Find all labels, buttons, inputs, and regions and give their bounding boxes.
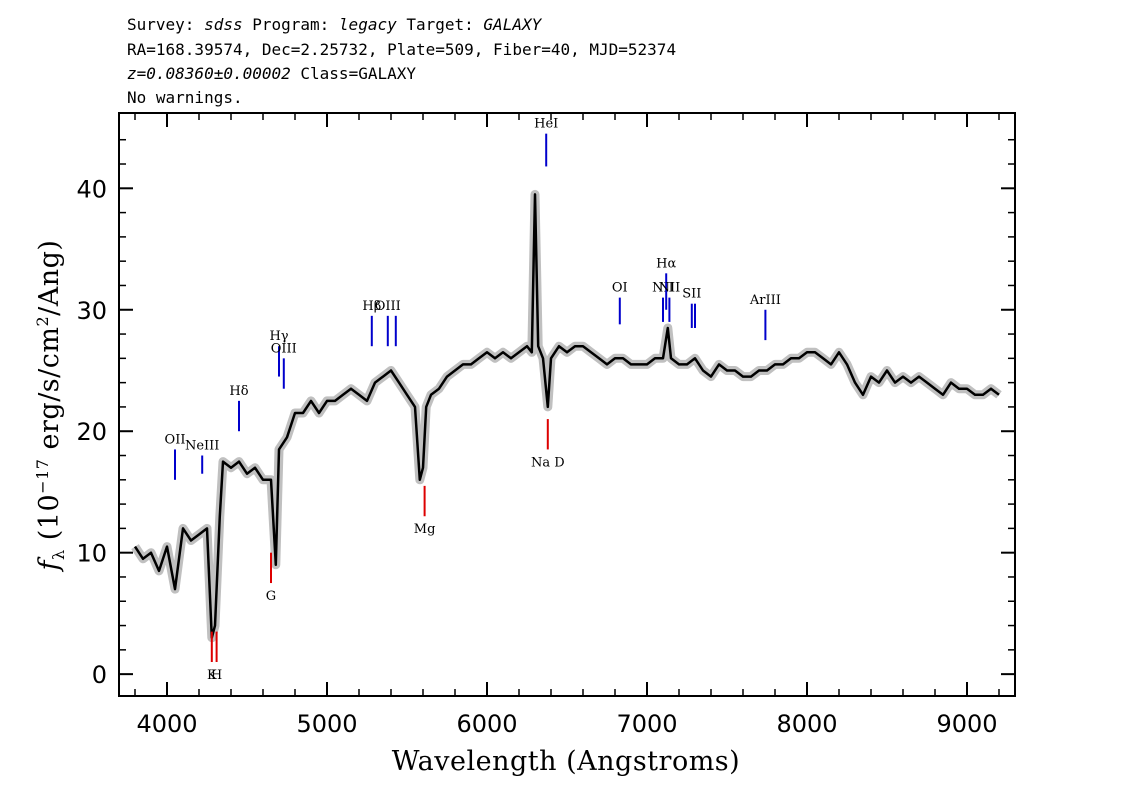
emission-line-label: HeI	[534, 117, 558, 132]
absorption-line-label: G	[266, 589, 276, 604]
plot-frame	[118, 112, 1016, 697]
emission-line-label: Hδ	[229, 384, 248, 399]
emission-line-label: OII	[165, 432, 186, 447]
axis-ticks: 4000 5000 6000 7000 8000 9000 0 10 20 30 40	[76, 113, 1015, 738]
emission-line-label: ArIII	[749, 293, 781, 308]
absorption-line-label: H	[211, 668, 222, 683]
x-tick-label: 7000	[616, 710, 677, 738]
y-tick-label: 20	[76, 418, 107, 446]
x-tick-label: 5000	[296, 710, 357, 738]
emission-line-label: OIII	[271, 341, 297, 356]
x-tick-label: 9000	[936, 710, 997, 738]
absorption-line-label: Na D	[531, 455, 565, 470]
header-line-2: RA=168.39574, Dec=2.25732, Plate=509, Fi…	[127, 40, 676, 59]
header-line-1: Survey: sdss Program: legacy Target: GAL…	[127, 15, 543, 34]
x-tick-label: 6000	[456, 710, 517, 738]
y-tick-label: 10	[76, 540, 107, 568]
y-tick-label: 30	[76, 297, 107, 325]
flux-line	[133, 193, 1000, 639]
emission-line-label: Hα	[656, 256, 676, 271]
absorption-line-label: Mg	[414, 522, 436, 537]
absorption-line-label: K	[207, 668, 217, 683]
x-tick-label: 4000	[136, 710, 197, 738]
emission-line-label: OI	[612, 281, 628, 296]
y-axis-label: fλ (10−17 erg/s/cm2/Ang)	[33, 240, 68, 573]
emission-line-label: NII	[652, 281, 674, 296]
emission-line-label: Hγ	[269, 329, 288, 344]
flux-series	[133, 193, 1000, 639]
x-axis-label: Wavelength (Angstroms)	[392, 746, 740, 777]
header-line-3: z=0.08360±0.00002 Class=GALAXY	[127, 64, 416, 83]
emission-line-label: NeIII	[185, 439, 219, 454]
emission-line-label: SII	[682, 287, 701, 302]
x-tick-label: 8000	[776, 710, 837, 738]
y-tick-label: 40	[76, 175, 107, 203]
noise-band-path	[131, 189, 1002, 643]
header-line-4: No warnings.	[127, 88, 243, 107]
emission-line-label: NII	[659, 281, 681, 296]
noise-band	[131, 189, 1002, 643]
emission-line-label: OIII	[375, 299, 401, 314]
emission-line-label: Hβ	[362, 299, 381, 314]
y-tick-label: 0	[92, 661, 107, 689]
